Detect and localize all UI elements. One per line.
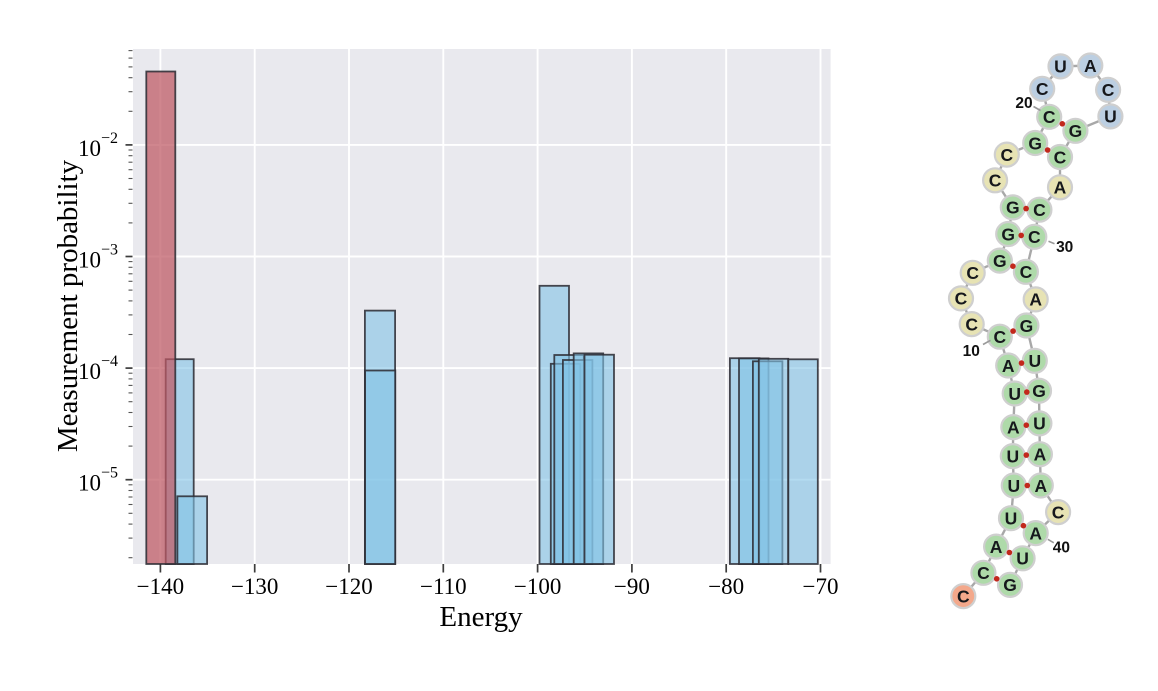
svg-text:C: C xyxy=(989,171,1002,191)
svg-text:A: A xyxy=(1029,290,1042,310)
svg-text:G: G xyxy=(1028,133,1042,153)
svg-text:A: A xyxy=(1007,417,1020,437)
svg-text:C: C xyxy=(966,263,979,283)
svg-text:C: C xyxy=(1036,79,1049,99)
svg-text:C: C xyxy=(1054,147,1067,167)
svg-text:G: G xyxy=(1003,575,1017,595)
svg-text:G: G xyxy=(1032,381,1046,401)
svg-text:−70: −70 xyxy=(803,574,839,599)
svg-text:10: 10 xyxy=(963,343,980,360)
svg-text:U: U xyxy=(1104,107,1117,127)
svg-text:G: G xyxy=(1001,224,1015,244)
svg-text:C: C xyxy=(993,327,1006,347)
svg-text:U: U xyxy=(1006,446,1019,466)
svg-text:C: C xyxy=(1052,502,1065,522)
svg-text:C: C xyxy=(1028,227,1041,247)
svg-text:A: A xyxy=(1034,476,1047,496)
svg-text:C: C xyxy=(1102,80,1115,100)
svg-text:C: C xyxy=(1043,107,1056,127)
svg-text:20: 20 xyxy=(1015,95,1032,112)
svg-text:−80: −80 xyxy=(708,574,744,599)
svg-text:A: A xyxy=(1054,178,1067,198)
svg-text:Measurement probability: Measurement probability xyxy=(52,159,84,452)
svg-text:A: A xyxy=(990,537,1003,557)
svg-text:−90: −90 xyxy=(614,574,650,599)
svg-text:A: A xyxy=(1034,445,1047,465)
svg-text:C: C xyxy=(1033,200,1046,220)
svg-text:U: U xyxy=(1033,414,1046,434)
svg-text:C: C xyxy=(955,289,968,309)
svg-text:−140: −140 xyxy=(137,574,184,599)
svg-text:C: C xyxy=(1020,262,1033,282)
svg-text:−110: −110 xyxy=(420,574,467,599)
svg-text:G: G xyxy=(1020,316,1034,336)
svg-text:U: U xyxy=(1008,384,1021,404)
svg-text:A: A xyxy=(1002,356,1015,376)
svg-text:A: A xyxy=(1029,523,1042,543)
svg-text:A: A xyxy=(1084,56,1097,76)
svg-text:−120: −120 xyxy=(325,574,372,599)
svg-text:U: U xyxy=(1005,509,1018,529)
svg-text:G: G xyxy=(1006,198,1020,218)
svg-text:40: 40 xyxy=(1053,539,1070,556)
svg-text:Energy: Energy xyxy=(439,601,523,633)
svg-text:C: C xyxy=(957,586,970,606)
svg-text:G: G xyxy=(993,251,1007,271)
svg-text:−100: −100 xyxy=(514,574,561,599)
svg-text:U: U xyxy=(1028,351,1041,371)
svg-text:C: C xyxy=(977,563,990,583)
svg-text:C: C xyxy=(1000,145,1013,165)
svg-text:G: G xyxy=(1069,121,1083,141)
svg-text:C: C xyxy=(965,314,978,334)
svg-text:30: 30 xyxy=(1056,239,1073,256)
svg-text:U: U xyxy=(1054,57,1067,77)
svg-text:U: U xyxy=(1016,549,1029,569)
svg-text:−130: −130 xyxy=(231,574,278,599)
svg-text:U: U xyxy=(1007,476,1020,496)
